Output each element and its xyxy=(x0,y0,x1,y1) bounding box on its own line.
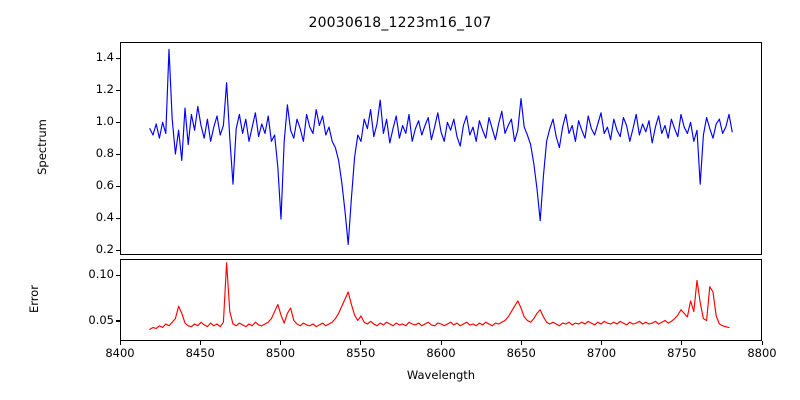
x-tick-label: 8450 xyxy=(185,346,215,360)
y-tick-label-spectrum: 0.6 xyxy=(95,178,114,193)
x-axis-label: Wavelength xyxy=(406,368,476,382)
axis-tick-mark xyxy=(440,341,442,345)
error-series xyxy=(121,260,761,340)
axis-tick-mark xyxy=(116,153,120,155)
x-tick-label: 8800 xyxy=(747,346,777,360)
axis-tick-mark xyxy=(116,89,120,91)
y-tick-label-spectrum: 0.4 xyxy=(95,210,114,225)
x-tick-label: 8400 xyxy=(105,346,135,360)
y-tick-label-error: 0.05 xyxy=(88,312,114,327)
spectrum-plot-panel xyxy=(120,42,762,255)
y-axis-label-spectrum: Spectrum xyxy=(35,119,49,175)
x-tick-label: 8650 xyxy=(506,346,536,360)
y-axis-label-error: Error xyxy=(27,284,41,314)
axis-tick-mark xyxy=(199,341,201,345)
y-tick-label-error: 0.10 xyxy=(88,267,114,282)
axis-tick-mark xyxy=(360,341,362,345)
figure-title: 20030618_1223m16_107 xyxy=(308,15,492,31)
x-tick-label: 8750 xyxy=(667,346,697,360)
x-tick-label: 8500 xyxy=(265,346,296,360)
axis-tick-mark xyxy=(116,320,120,322)
y-tick-label-spectrum: 0.8 xyxy=(95,146,114,161)
x-tick-label: 8700 xyxy=(586,346,617,360)
axis-tick-mark xyxy=(119,341,121,345)
axis-tick-mark xyxy=(601,341,603,345)
y-tick-label-spectrum: 0.2 xyxy=(95,242,114,257)
axis-tick-mark xyxy=(116,121,120,123)
axis-tick-mark xyxy=(681,341,683,345)
axis-tick-mark xyxy=(116,57,120,59)
spectrum-series xyxy=(121,43,761,254)
error-plot-panel xyxy=(120,259,762,341)
axis-tick-mark xyxy=(116,217,120,219)
y-tick-label-spectrum: 1.0 xyxy=(95,114,114,129)
axis-tick-mark xyxy=(520,341,522,345)
axis-tick-mark xyxy=(116,249,120,251)
axis-tick-mark xyxy=(761,341,763,345)
axis-tick-mark xyxy=(280,341,282,345)
axis-tick-mark xyxy=(116,274,120,276)
y-tick-label-spectrum: 1.2 xyxy=(95,82,114,97)
axis-tick-mark xyxy=(116,185,120,187)
y-tick-label-spectrum: 1.4 xyxy=(95,50,114,64)
x-tick-label: 8600 xyxy=(426,346,456,360)
x-tick-label: 8550 xyxy=(346,346,376,360)
